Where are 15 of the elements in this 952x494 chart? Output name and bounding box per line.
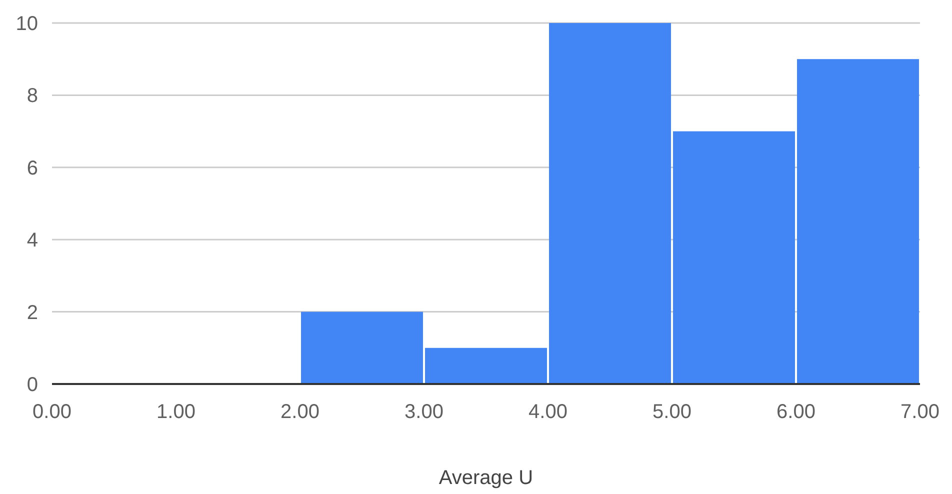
x-tick-label: 1.00 (156, 401, 196, 423)
x-tick-label: 0.00 (32, 401, 72, 423)
x-axis-title: Average U (438, 467, 534, 489)
y-tick-label: 10 (16, 13, 38, 35)
y-tick-label: 4 (26, 230, 38, 252)
y-tick-label: 8 (26, 85, 38, 108)
x-tick-label: 6.00 (776, 401, 816, 423)
y-tick-label: 6 (26, 157, 38, 180)
x-tick-label: 2.00 (280, 401, 320, 423)
x-tick-label: 7.00 (900, 401, 940, 423)
x-tick-label: 3.00 (404, 401, 444, 423)
y-tick-label: 0 (26, 374, 38, 396)
x-tick-label: 5.00 (652, 401, 692, 423)
y-tick-label: 2 (26, 302, 38, 324)
x-tick-label: 4.00 (528, 401, 568, 423)
